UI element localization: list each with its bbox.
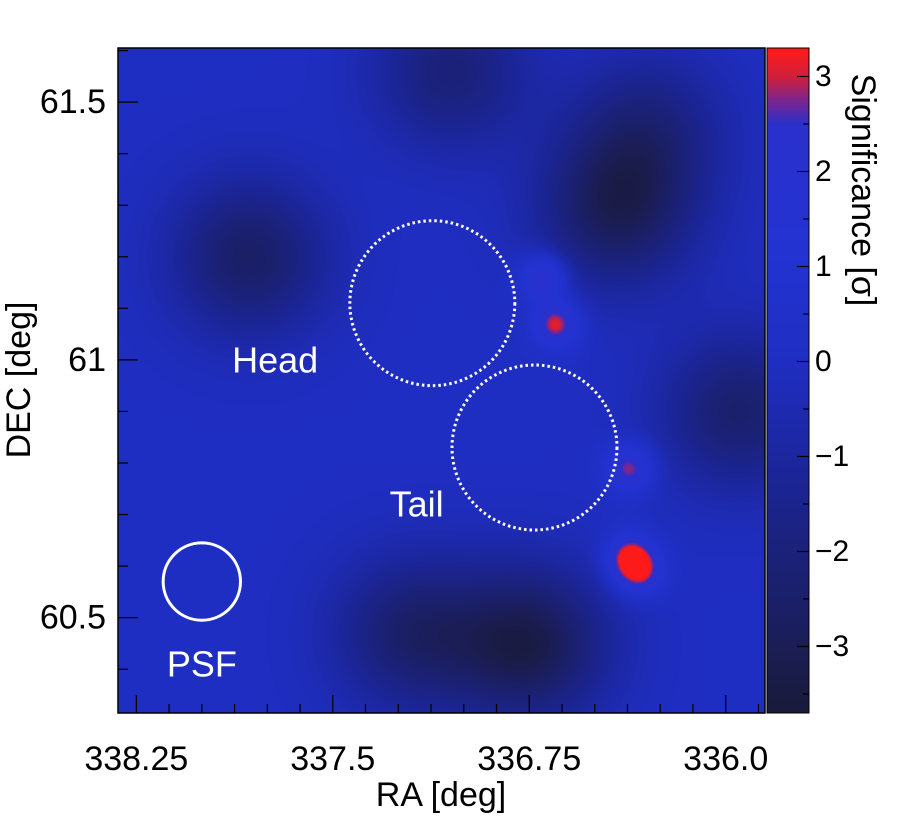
annotations: Head Tail PSF [161, 219, 619, 685]
plot-area [118, 48, 765, 713]
heatmap-image [118, 48, 765, 713]
y-tick-label: 61.5 [40, 83, 106, 121]
x-tick-label: 338.25 [84, 740, 188, 778]
x-tick-label: 337.5 [290, 740, 375, 778]
colorbar-tick-label: −2 [815, 535, 849, 568]
colorbar-gradient [767, 48, 809, 713]
colorbar-tick-label: 2 [815, 155, 832, 188]
colorbar-frame [766, 47, 810, 714]
colorbar-tick-label: −1 [815, 440, 849, 473]
colorbar-tick-label: −3 [815, 630, 849, 663]
colorbar-tick-label: 1 [815, 250, 832, 283]
colorbar: −3 −2 −1 0 1 2 3 [766, 47, 849, 714]
x-axis-label: RA [deg] [376, 776, 506, 814]
y-axis: 60.5 61 61.5 [40, 49, 138, 670]
y-tick-label: 61 [68, 341, 106, 379]
y-tick-label: 60.5 [40, 599, 106, 637]
psf-label: PSF [167, 644, 237, 685]
x-axis: 338.25 337.5 336.75 336.0 [84, 695, 768, 778]
psf-region-circle [161, 541, 242, 622]
colorbar-tick-label: 3 [815, 60, 832, 93]
y-axis-label: DEC [deg] [0, 302, 38, 459]
colorbar-tick-label: 0 [815, 345, 832, 378]
tail-label: Tail [390, 484, 444, 525]
colorbar-label: Significance [σ] [844, 74, 882, 307]
head-region-circle [348, 219, 517, 388]
tail-region-circle [450, 363, 619, 532]
x-tick-label: 336.75 [477, 740, 581, 778]
plot-frame [117, 47, 766, 714]
head-label: Head [232, 339, 318, 380]
x-tick-label: 336.0 [683, 740, 768, 778]
